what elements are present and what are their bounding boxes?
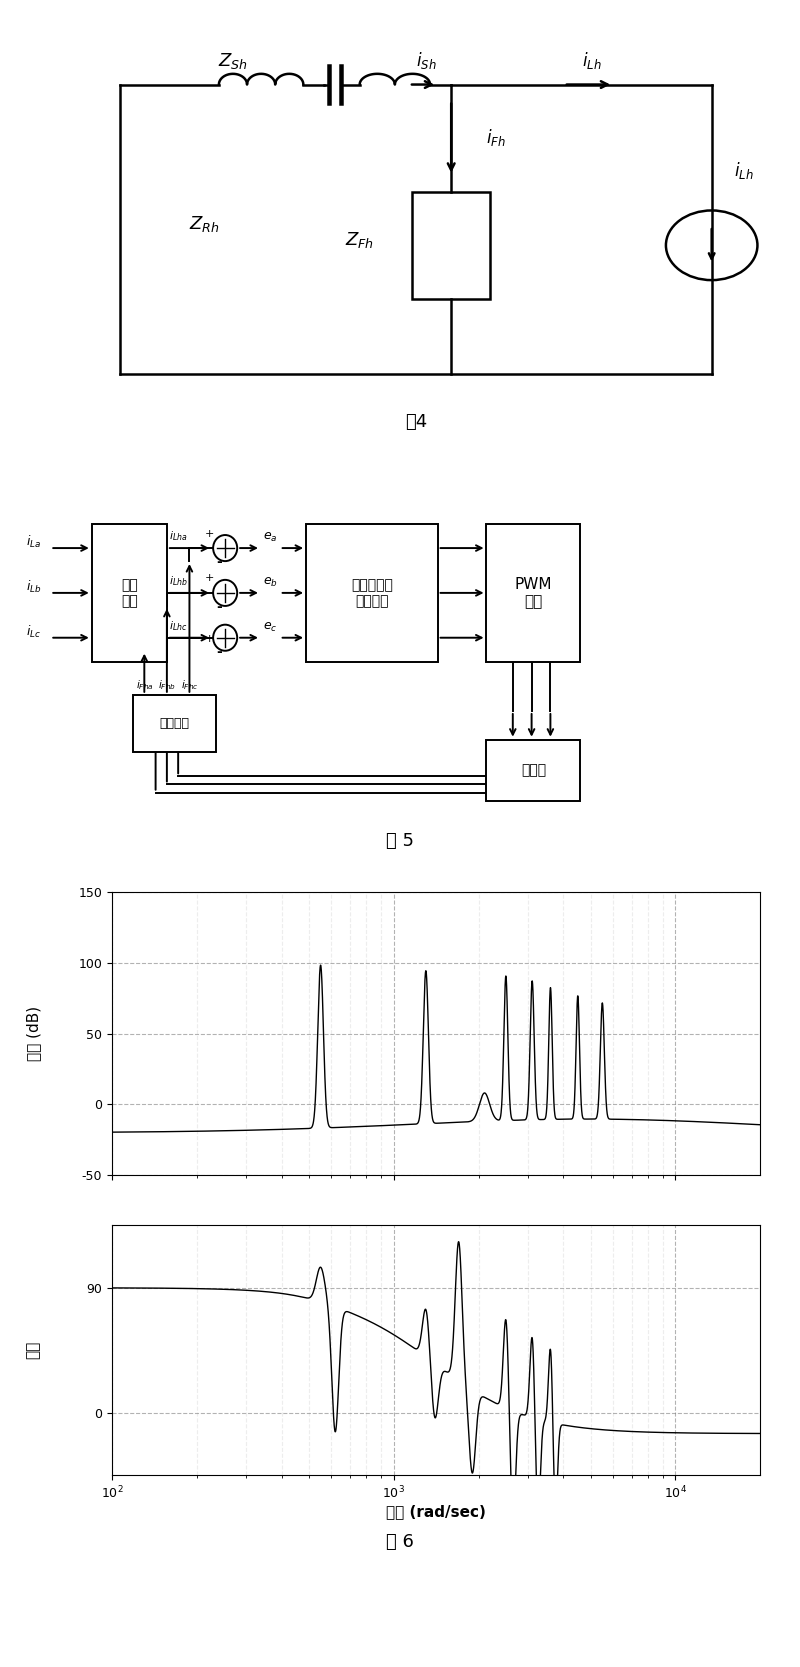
Y-axis label: 幅値 (dB): 幅値 (dB) bbox=[26, 1005, 41, 1062]
Text: $Z_{Fh}$: $Z_{Fh}$ bbox=[345, 230, 374, 250]
Text: 特定次谐波
补偿控制: 特定次谐波 补偿控制 bbox=[351, 578, 393, 608]
Text: $Z_{Rh}$: $Z_{Rh}$ bbox=[190, 215, 220, 233]
Text: $i_{Lhc}$: $i_{Lhc}$ bbox=[169, 618, 187, 632]
Text: 逆变器: 逆变器 bbox=[521, 763, 546, 777]
Text: $i_{Lc}$: $i_{Lc}$ bbox=[26, 623, 41, 640]
Text: 图 6: 图 6 bbox=[386, 1534, 414, 1550]
Text: 图4: 图4 bbox=[405, 413, 427, 432]
Circle shape bbox=[213, 580, 237, 605]
Y-axis label: 相角: 相角 bbox=[26, 1342, 41, 1359]
Text: 谐波检测: 谐波检测 bbox=[159, 717, 190, 730]
Circle shape bbox=[213, 535, 237, 562]
Text: $i_{Fhc}$: $i_{Fhc}$ bbox=[181, 678, 198, 692]
Circle shape bbox=[213, 625, 237, 650]
X-axis label: 频率 (rad/sec): 频率 (rad/sec) bbox=[386, 1504, 486, 1519]
Text: +: + bbox=[205, 573, 214, 583]
Text: $Z_{Sh}$: $Z_{Sh}$ bbox=[218, 50, 248, 70]
Text: 图 5: 图 5 bbox=[386, 832, 414, 850]
Text: $i_{Lb}$: $i_{Lb}$ bbox=[26, 578, 42, 595]
Text: $i_{Fh}$: $i_{Fh}$ bbox=[486, 127, 506, 148]
Text: $e_c$: $e_c$ bbox=[262, 620, 277, 633]
Text: $i_{Lh}$: $i_{Lh}$ bbox=[582, 50, 602, 70]
Text: $i_{Lha}$: $i_{Lha}$ bbox=[169, 528, 187, 543]
Text: $i_{Lhb}$: $i_{Lhb}$ bbox=[169, 573, 188, 588]
Bar bbox=[486, 740, 581, 800]
Bar bbox=[413, 192, 490, 298]
Bar bbox=[486, 523, 581, 662]
Bar bbox=[306, 523, 438, 662]
Text: $i_{Fhb}$: $i_{Fhb}$ bbox=[158, 678, 176, 692]
Text: 谐波
检测: 谐波 检测 bbox=[121, 578, 138, 608]
Bar bbox=[133, 695, 216, 752]
Text: -: - bbox=[217, 600, 222, 613]
Text: $i_{Sh}$: $i_{Sh}$ bbox=[416, 50, 437, 70]
Text: $e_b$: $e_b$ bbox=[262, 575, 278, 588]
Text: +: + bbox=[205, 528, 214, 538]
Text: $i_{Lh}$: $i_{Lh}$ bbox=[734, 160, 754, 180]
Text: $e_a$: $e_a$ bbox=[262, 530, 278, 543]
Bar bbox=[92, 523, 167, 662]
Text: -: - bbox=[217, 645, 222, 658]
Text: -: - bbox=[217, 555, 222, 570]
Text: $i_{Fha}$: $i_{Fha}$ bbox=[135, 678, 153, 692]
Text: +: + bbox=[205, 633, 214, 643]
Text: PWM
调制: PWM 调制 bbox=[514, 577, 552, 608]
Text: $i_{La}$: $i_{La}$ bbox=[26, 533, 41, 550]
